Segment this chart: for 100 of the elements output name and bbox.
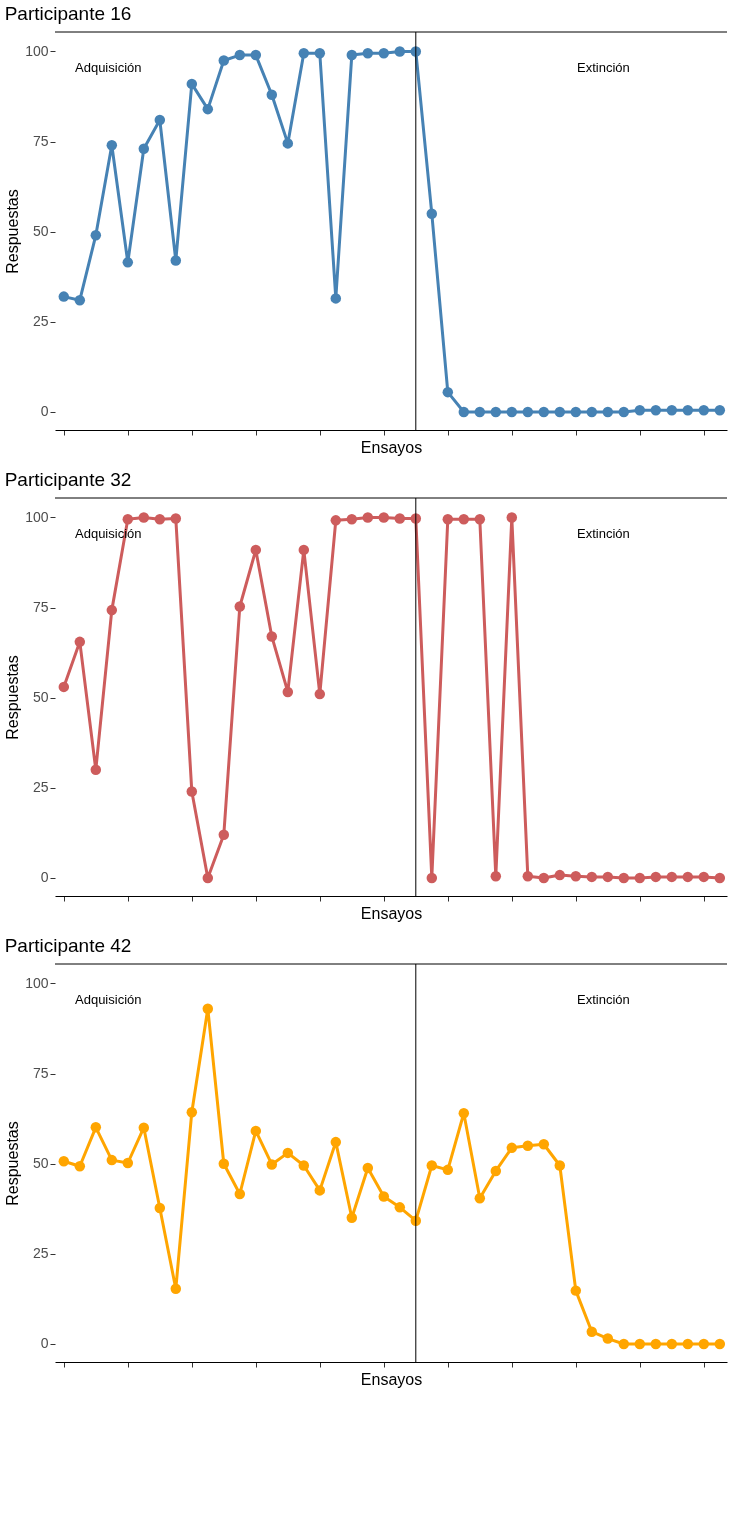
point	[186, 1106, 198, 1118]
point	[634, 404, 646, 416]
point	[698, 871, 710, 883]
point	[490, 870, 502, 882]
point	[90, 230, 102, 241]
y-tick-label: 0	[40, 403, 49, 420]
point	[490, 406, 502, 418]
point	[330, 293, 342, 304]
point	[122, 1157, 134, 1169]
annotation: Extinción	[577, 992, 630, 1007]
chart-title: Participante 16	[4, 2, 132, 24]
point	[234, 49, 246, 61]
point	[458, 514, 470, 525]
point	[474, 1193, 486, 1204]
y-tick-label: 50	[32, 1155, 49, 1172]
point	[522, 1140, 534, 1151]
point	[394, 46, 406, 57]
y-tick-label: 75	[32, 599, 49, 616]
point	[490, 1165, 502, 1177]
point	[362, 1162, 374, 1174]
y-tick-label: 50	[32, 689, 49, 706]
point	[570, 1285, 582, 1296]
point	[378, 48, 390, 59]
point	[250, 1125, 262, 1137]
point	[714, 872, 726, 884]
chart-title: Participante 42	[4, 934, 132, 956]
point	[682, 871, 694, 883]
point	[618, 406, 630, 418]
point	[362, 512, 374, 523]
x-axis-title: Ensayos	[360, 905, 423, 922]
point	[602, 406, 614, 418]
point	[282, 138, 294, 149]
point	[362, 48, 374, 59]
point	[586, 1326, 598, 1337]
point	[266, 631, 278, 642]
point	[314, 1185, 326, 1196]
point	[378, 512, 390, 523]
x-axis-title: Ensayos	[360, 1371, 423, 1388]
point	[314, 48, 326, 59]
point	[714, 1338, 726, 1350]
point	[394, 1202, 406, 1213]
point	[394, 513, 406, 524]
point	[90, 764, 102, 776]
point	[714, 404, 726, 416]
point	[298, 48, 310, 59]
point	[234, 601, 246, 612]
y-tick-label: 100	[25, 974, 49, 991]
point	[138, 1122, 150, 1133]
point	[538, 1139, 550, 1150]
annotation: Adquisición	[75, 60, 142, 75]
y-tick-label: 50	[32, 223, 49, 240]
y-tick-label: 25	[32, 779, 49, 796]
point	[330, 515, 342, 526]
y-tick-label: 25	[32, 1245, 49, 1262]
y-tick-label: 0	[40, 869, 49, 886]
y-tick-label: 75	[32, 133, 49, 150]
point	[170, 255, 182, 266]
y-tick-label: 0	[40, 1335, 49, 1352]
point	[522, 406, 534, 418]
point	[682, 1338, 694, 1350]
point	[122, 257, 134, 268]
y-axis-title: Respuestas	[4, 189, 22, 274]
point	[442, 386, 454, 398]
point	[202, 1003, 214, 1014]
point	[218, 1158, 230, 1169]
point	[170, 513, 182, 524]
point	[234, 1188, 246, 1200]
point	[426, 208, 438, 219]
point	[666, 404, 678, 416]
point	[554, 869, 566, 881]
point	[346, 1212, 358, 1224]
point	[154, 1202, 166, 1214]
point	[666, 871, 678, 883]
point	[202, 103, 214, 115]
annotation: Extinción	[577, 60, 630, 75]
annotation: Extinción	[577, 526, 630, 541]
point	[106, 604, 118, 616]
y-tick-label: 100	[25, 508, 49, 525]
point	[666, 1338, 678, 1350]
point	[442, 1164, 454, 1176]
point	[106, 1154, 118, 1166]
point	[122, 514, 134, 525]
point	[698, 1338, 710, 1350]
point	[618, 1338, 630, 1350]
point	[650, 404, 662, 416]
point	[202, 872, 214, 884]
point	[74, 1161, 86, 1172]
point	[186, 78, 198, 90]
point	[570, 406, 582, 418]
point	[634, 872, 646, 884]
annotation: Adquisición	[75, 992, 142, 1007]
point	[458, 406, 470, 418]
point	[474, 514, 486, 525]
point	[634, 1338, 646, 1350]
point	[330, 1136, 342, 1148]
point	[266, 89, 278, 100]
point	[74, 294, 86, 306]
point	[314, 688, 326, 700]
point	[346, 49, 358, 61]
point	[170, 1283, 182, 1295]
